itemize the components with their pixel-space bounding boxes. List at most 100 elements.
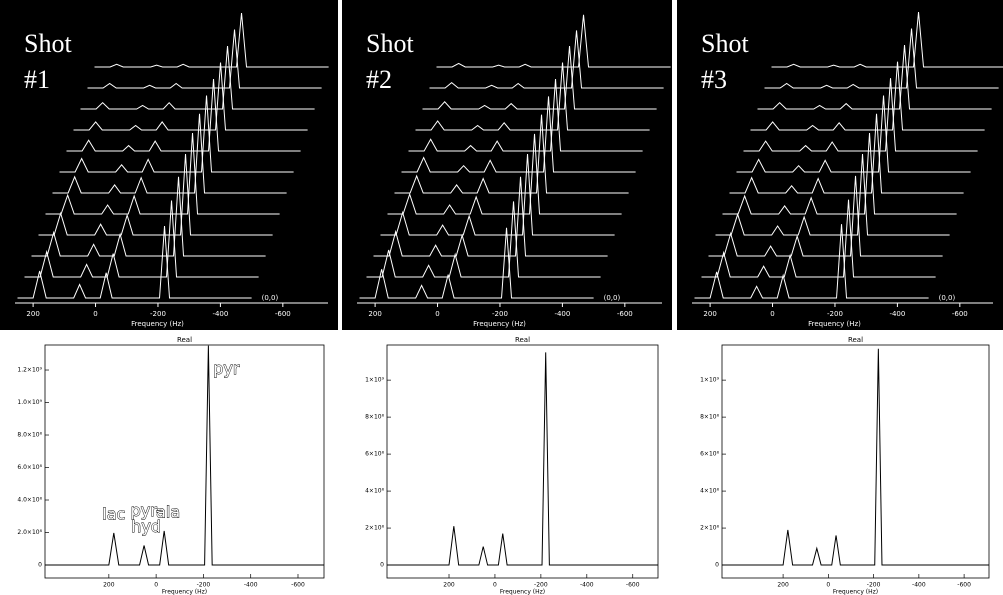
panel: 200 0 -200 -400 -600 Frequency (Hz) (0,0) Shot #…	[342, 0, 672, 330]
spectrum-trace	[729, 113, 964, 194]
y-tick-label: 8.0×10⁸	[17, 432, 42, 439]
spectrum-trace	[17, 225, 252, 299]
spectrum-trace	[436, 14, 671, 68]
panel-background	[677, 0, 1003, 330]
x-tick-label: -200	[492, 310, 508, 318]
spectrum-trace	[38, 153, 273, 236]
spectrum-line	[45, 345, 324, 566]
x-tick-label: -200	[197, 582, 211, 589]
spectrum-trace	[73, 62, 308, 131]
spectrum-trace	[771, 12, 1003, 68]
y-tick-label: 2.0×10⁸	[17, 529, 42, 536]
y-tick-label: 1.0×10⁹	[17, 399, 42, 406]
x-axis-label: Frequency (Hz)	[131, 320, 184, 328]
shot-label: #1	[24, 65, 50, 94]
shot-label: Shot	[701, 29, 749, 58]
spectrum-trace	[87, 29, 322, 89]
y-tick-label: 6×10⁸	[700, 451, 719, 458]
spectrum-trace	[764, 28, 999, 89]
x-tick-label: -400	[554, 310, 570, 318]
x-tick-label: -400	[889, 310, 905, 318]
spectrum-trace	[701, 199, 936, 278]
chart-title: Real	[515, 336, 530, 344]
x-tick-label: 0	[493, 582, 497, 589]
x-tick-label: 200	[703, 310, 716, 318]
chart-title: Real	[177, 336, 192, 344]
x-tick-label: 200	[26, 310, 39, 318]
panel: 200 0 -200 -400 -600 Frequency (Hz) (0,0) Shot #…	[677, 0, 1003, 330]
shot-label: #2	[366, 65, 392, 94]
spectrum-trace	[94, 12, 329, 68]
x-tick-label: 200	[777, 582, 789, 589]
shot-label: #3	[701, 65, 727, 94]
spectrum-trace	[380, 153, 615, 236]
spectrum-line	[722, 348, 989, 566]
x-axis-label: Frequency (Hz)	[500, 589, 545, 595]
x-tick-label: -400	[212, 310, 228, 318]
y-tick-label: 6×10⁸	[365, 451, 384, 458]
x-tick-label: 0	[154, 582, 158, 589]
y-tick-label: 0	[38, 562, 42, 569]
spectrum-trace	[408, 78, 643, 152]
spectrum-trace	[694, 224, 929, 299]
x-tick-label: -600	[275, 310, 291, 318]
y-tick-label: 1.2×10⁹	[17, 367, 42, 374]
y-tick-label: 1×10⁹	[700, 377, 719, 384]
peak-label: pyr	[213, 359, 240, 378]
corner-label: (0,0)	[939, 294, 956, 302]
spectrum-trace	[52, 113, 287, 194]
chart-title: Real	[848, 336, 863, 344]
shot-label: Shot	[366, 29, 414, 58]
spectrum-trace	[757, 45, 992, 110]
x-tick-label: -600	[952, 310, 968, 318]
spectrum-trace	[66, 78, 301, 152]
x-tick-label: -200	[827, 310, 843, 318]
y-tick-label: 6.0×10⁸	[17, 464, 42, 471]
spectrum-trace	[708, 175, 943, 257]
x-tick-label: -200	[150, 310, 166, 318]
spectrum-trace	[743, 78, 978, 152]
spectrum-trace	[394, 114, 629, 194]
corner-label: (0,0)	[262, 294, 279, 302]
x-tick-label: -200	[534, 582, 548, 589]
panel-background	[0, 0, 338, 330]
plot-frame	[721, 344, 990, 579]
spectrum-trace	[401, 96, 636, 173]
spectrum-trace	[366, 201, 601, 278]
x-axis-label: Frequency (Hz)	[808, 320, 861, 328]
x-tick-label: 200	[368, 310, 381, 318]
x-tick-label: 0	[770, 310, 774, 318]
plot-frame	[44, 344, 325, 579]
spectrum-trace	[80, 45, 315, 110]
x-tick-label: -400	[580, 582, 594, 589]
spectrum-trace	[24, 200, 259, 278]
x-axis-label: Frequency (Hz)	[473, 320, 526, 328]
spectrum-trace	[373, 176, 608, 257]
spectrum-trace	[736, 95, 971, 173]
peak-label: ala	[156, 502, 180, 521]
panel: Real 0 2×10⁸ 4×10⁸ 6×10⁸ 8×10⁸ 1×10⁹ 200 0 -200 -4…	[677, 333, 1003, 595]
x-tick-label: -400	[244, 582, 258, 589]
y-tick-label: 2×10⁸	[700, 525, 719, 532]
x-tick-label: -200	[867, 582, 881, 589]
x-axis-label: Frequency (Hz)	[162, 589, 207, 595]
peak-label: hyd	[131, 517, 161, 536]
peak-label: pyr-	[131, 501, 162, 520]
x-tick-label: -600	[617, 310, 633, 318]
x-tick-label: -600	[626, 582, 640, 589]
x-tick-label: 0	[93, 310, 97, 318]
panel-background	[342, 0, 672, 330]
y-tick-label: 8×10⁸	[700, 414, 719, 421]
panel: Real 0 2.0×10⁸ 4.0×10⁸ 6.0×10⁸ 8.0×10⁸ 1.0×10⁹…	[0, 333, 338, 595]
spectrum-trace	[359, 227, 594, 299]
spectrum-trace	[387, 133, 622, 215]
x-tick-label: -600	[957, 582, 971, 589]
spectrum-trace	[750, 61, 985, 131]
y-tick-label: 1×10⁹	[365, 377, 384, 384]
spectrum-trace	[715, 153, 950, 236]
panel: 200 0 -200 -400 -600 Frequency (Hz) (0,0) Shot #…	[0, 0, 338, 330]
corner-label: (0,0)	[604, 294, 621, 302]
panel-background	[677, 333, 1003, 595]
y-tick-label: 0	[380, 562, 384, 569]
